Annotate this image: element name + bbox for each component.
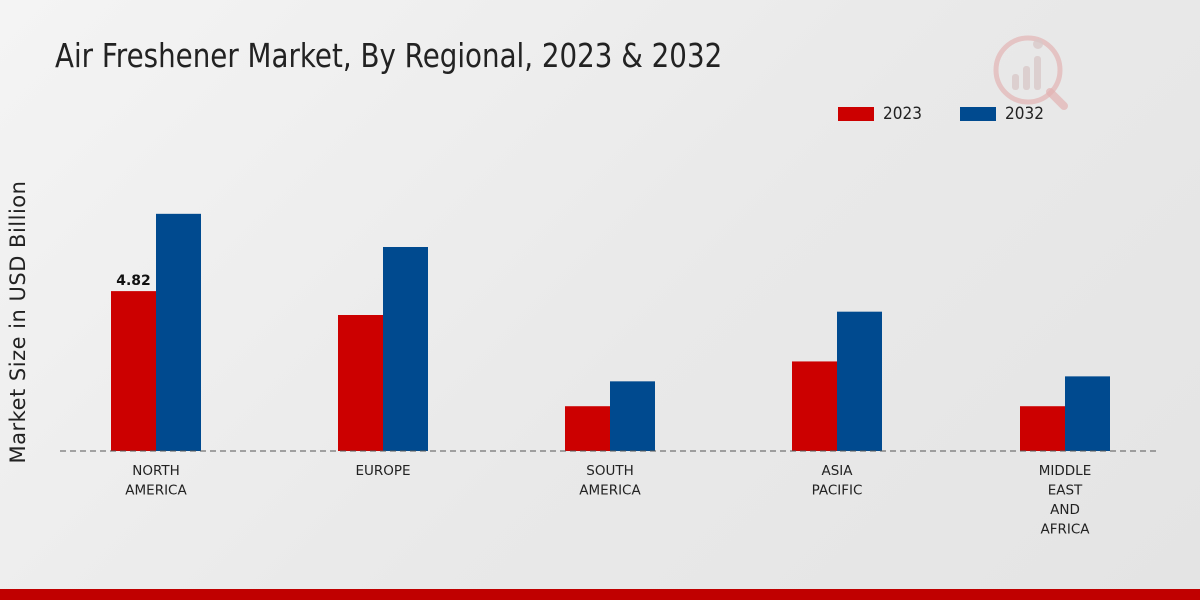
legend: 2023 2032 (838, 104, 1083, 124)
legend-swatch-2023 (838, 107, 874, 121)
legend-item-2032: 2032 (960, 104, 1048, 124)
data-label-0: 4.82 (116, 273, 151, 289)
legend-item-2023: 2023 (838, 104, 926, 124)
x-tick-label-1: EUROPE (355, 463, 410, 479)
bar-2032-1 (383, 246, 428, 451)
bar-2032-0 (156, 213, 201, 451)
legend-label-2032: 2032 (1005, 104, 1045, 124)
x-tick-label-2: SOUTH AMERICA (579, 463, 641, 499)
x-tick-label-4: MIDDLE EAST AND AFRICA (1039, 463, 1091, 538)
footer-bar (0, 589, 1200, 600)
bar-2023-2 (565, 406, 610, 451)
bar-2032-4 (1065, 376, 1110, 451)
bar-2023-3 (792, 361, 837, 451)
legend-swatch-2032 (960, 107, 997, 121)
legend-label-2023: 2023 (883, 104, 922, 124)
bar-2023-0 (111, 291, 156, 451)
chart-title: Air Freshener Market, By Regional, 2023 … (55, 36, 723, 75)
market-research-logo-icon (993, 35, 1068, 110)
bar-2023-4 (1020, 406, 1065, 451)
bar-2032-2 (610, 381, 655, 451)
x-tick-label-0: NORTH AMERICA (125, 463, 187, 499)
bar-2023-1 (338, 314, 383, 451)
x-tick-label-3: ASIA PACIFIC (812, 463, 863, 499)
bar-2032-3 (837, 311, 882, 451)
